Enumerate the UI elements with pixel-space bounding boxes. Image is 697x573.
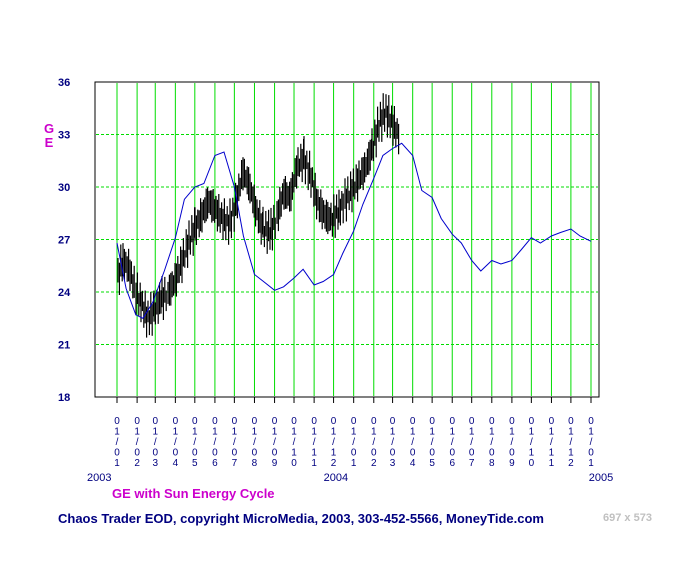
x-tick-label: 0 1/1 1	[311, 416, 317, 469]
x-tick-label: 0 1/0 2	[371, 416, 377, 469]
x-tick-label: 0 1/0 2	[134, 416, 140, 469]
footer-copyright: Chaos Trader EOD, copyright MicroMedia, …	[58, 511, 544, 526]
horizontal-gridlines	[96, 134, 598, 345]
x-tick-label: 0 1/0 4	[410, 416, 416, 469]
x-tick-label: 0 1/0 3	[152, 416, 158, 469]
y-tick-label: 30	[58, 182, 70, 194]
x-tick-label: 0 1/0 8	[252, 416, 258, 469]
x-tick-label: 0 1/1 2	[568, 416, 574, 469]
x-tick-label: 0 1/0 5	[429, 416, 435, 469]
year-label: 2003	[87, 472, 111, 484]
x-tick-label: 0 1/0 9	[272, 416, 278, 469]
y-tick-label: 24	[58, 287, 71, 299]
x-tick-label: 0 1/0 1	[114, 416, 120, 469]
x-tick-label: 0 1/0 1	[351, 416, 357, 469]
x-tick-label: 0 1/0 4	[173, 416, 179, 469]
x-tick-label: 0 1/0 7	[232, 416, 238, 469]
x-tick-label: 0 1/0 8	[489, 416, 495, 469]
sun-energy-cycle-line	[116, 142, 592, 319]
x-tick-labels: 0 1/0 1 0 1/0 2 0 1/0 3 0 1/0 4 0 1/0 5 0 1/0 6 0 1/0 7 0 1/0 8…	[114, 397, 594, 469]
price-bars	[117, 93, 400, 338]
y-tick-label: 36	[58, 77, 70, 89]
image-dimensions: 697 x 573	[603, 512, 652, 524]
year-label: 2005	[589, 472, 613, 484]
x-tick-label: 0 1/1 2	[331, 416, 337, 469]
x-tick-label: 0 1/0 6	[449, 416, 455, 469]
x-tick-label: 0 1/0 5	[192, 416, 198, 469]
x-tick-label: 0 1/0 1	[588, 416, 594, 469]
y-tick-label: 21	[58, 340, 70, 352]
x-tick-label: 0 1/0 7	[469, 416, 475, 469]
x-tick-label: 0 1/0 6	[212, 416, 218, 469]
x-tick-label: 0 1/0 3	[390, 416, 396, 469]
y-tick-label: 27	[58, 235, 70, 247]
x-tick-label: 0 1/1 1	[549, 416, 555, 469]
x-tick-label: 0 1/1 0	[291, 416, 297, 469]
year-labels: 2003 2004 2005	[87, 472, 613, 484]
x-tick-label: 0 1/0 9	[509, 416, 515, 469]
chart-title: GE with Sun Energy Cycle	[112, 486, 275, 501]
year-label: 2004	[324, 472, 348, 484]
y-tick-labels: 36 33 30 27 24 21 18	[58, 77, 71, 404]
y-tick-label: 33	[58, 130, 70, 142]
x-tick-label: 0 1/1 0	[529, 416, 535, 469]
y-tick-label: 18	[58, 392, 70, 404]
